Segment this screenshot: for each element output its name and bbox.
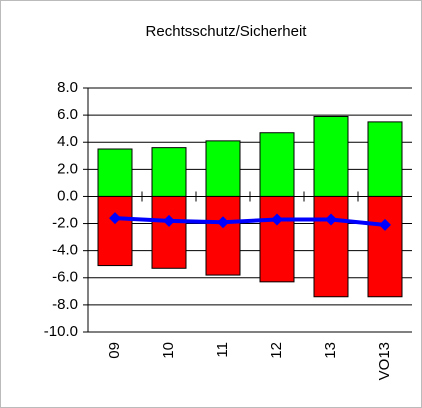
bar (259, 132, 295, 197)
line (114, 216, 386, 227)
x-tick-label: 10 (160, 342, 177, 359)
line-marker (271, 213, 283, 226)
bar (367, 121, 403, 197)
x-tick-label: 11 (214, 342, 231, 358)
y-tick-label: 4.0 (57, 133, 78, 150)
bar (205, 140, 241, 197)
line-marker (379, 218, 391, 231)
bar (151, 147, 187, 197)
bar (313, 195, 349, 298)
y-tick-label: -4.0 (52, 242, 78, 259)
bar (259, 195, 295, 283)
line-marker (109, 212, 121, 225)
y-tick-label: -10.0 (44, 323, 78, 340)
y-tick-label: -2.0 (52, 215, 78, 232)
chart-title: Rechtsschutz/Sicherheit (146, 23, 308, 40)
y-tick-label: 0.0 (57, 187, 78, 204)
x-tick-label: 09 (106, 342, 123, 359)
x-tick-label: 13 (322, 342, 339, 359)
line-marker (217, 216, 229, 229)
y-tick-label: -6.0 (52, 269, 78, 286)
bar (313, 115, 349, 197)
bar (97, 195, 133, 267)
bar (151, 195, 187, 269)
bar (205, 195, 241, 276)
y-tick-label: 8.0 (57, 79, 78, 96)
x-tick-label: VO13 (376, 342, 393, 380)
bar (367, 195, 403, 298)
y-tick-label: -8.0 (52, 296, 78, 313)
y-tick-label: 6.0 (57, 106, 78, 123)
line-marker (325, 213, 337, 226)
bar (97, 148, 133, 197)
line-marker (163, 214, 175, 227)
y-tick-label: 2.0 (57, 160, 78, 177)
x-tick-label: 12 (268, 342, 285, 359)
